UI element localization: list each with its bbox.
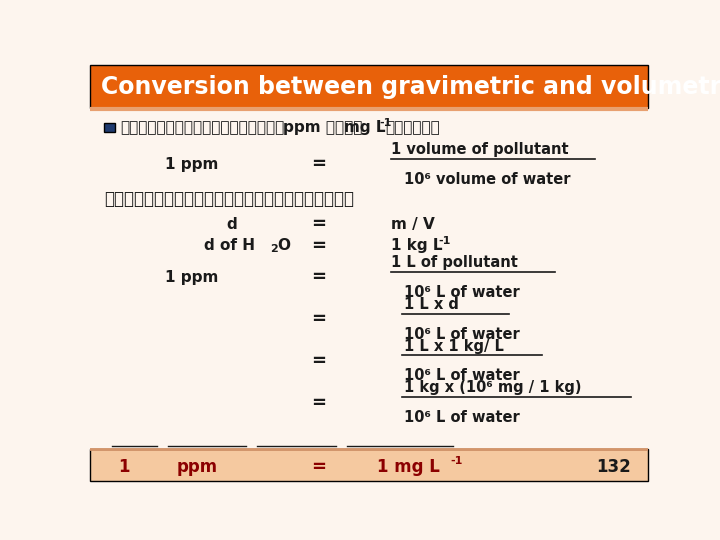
Text: -1: -1 xyxy=(438,236,451,246)
FancyBboxPatch shape xyxy=(104,123,115,132)
Text: =: = xyxy=(311,310,326,328)
Text: การเปลี่ยนหน่วยจาก: การเปลี่ยนหน่วยจาก xyxy=(121,120,285,135)
Text: 1 L x d: 1 L x d xyxy=(404,297,459,312)
Text: =: = xyxy=(311,215,326,233)
Text: 10⁶ L of water: 10⁶ L of water xyxy=(404,285,519,300)
Text: m / V: m / V xyxy=(392,217,435,232)
Text: 1 mg L: 1 mg L xyxy=(377,458,440,476)
Text: -1: -1 xyxy=(450,456,462,465)
Text: 1: 1 xyxy=(118,458,130,476)
Text: O: O xyxy=(277,238,290,253)
Text: d: d xyxy=(227,217,238,232)
Text: 1 ppm: 1 ppm xyxy=(166,157,219,172)
Text: 10⁶ L of water: 10⁶ L of water xyxy=(404,327,519,342)
Text: ของน้ำ: ของน้ำ xyxy=(386,120,441,135)
Text: =: = xyxy=(311,458,326,476)
Text: 10⁶ L of water: 10⁶ L of water xyxy=(404,368,519,383)
Text: 1 ppm: 1 ppm xyxy=(166,270,219,285)
Text: =: = xyxy=(311,394,326,411)
Text: 1 L x 1 kg/ L: 1 L x 1 kg/ L xyxy=(404,339,503,354)
Text: Conversion between gravimetric and volumetric units: Conversion between gravimetric and volum… xyxy=(101,75,720,99)
Text: ppm เป็น: ppm เป็น xyxy=(282,120,362,135)
Text: =: = xyxy=(311,156,326,173)
FancyBboxPatch shape xyxy=(90,65,648,109)
Text: mg L: mg L xyxy=(344,120,385,135)
Text: =: = xyxy=(311,352,326,370)
Text: 2: 2 xyxy=(270,244,278,254)
Text: -1: -1 xyxy=(379,118,392,128)
Text: 1 L of pollutant: 1 L of pollutant xyxy=(392,255,518,270)
Text: =: = xyxy=(311,237,326,255)
Text: 10⁶ L of water: 10⁶ L of water xyxy=(404,410,519,425)
Text: เปลี่ยนปริมาตรเป็นน้ำหนัก: เปลี่ยนปริมาตรเป็นน้ำหนัก xyxy=(104,190,354,208)
Text: 132: 132 xyxy=(596,458,631,476)
Text: d of H: d of H xyxy=(204,238,256,253)
Text: =: = xyxy=(311,268,326,287)
Text: 1 volume of pollutant: 1 volume of pollutant xyxy=(392,142,569,157)
Text: 10⁶ volume of water: 10⁶ volume of water xyxy=(404,172,570,187)
FancyBboxPatch shape xyxy=(90,449,648,481)
Text: 1 kg L: 1 kg L xyxy=(392,238,443,253)
Text: 1 kg x (10⁶ mg / 1 kg): 1 kg x (10⁶ mg / 1 kg) xyxy=(404,380,581,395)
Text: ppm: ppm xyxy=(176,458,217,476)
